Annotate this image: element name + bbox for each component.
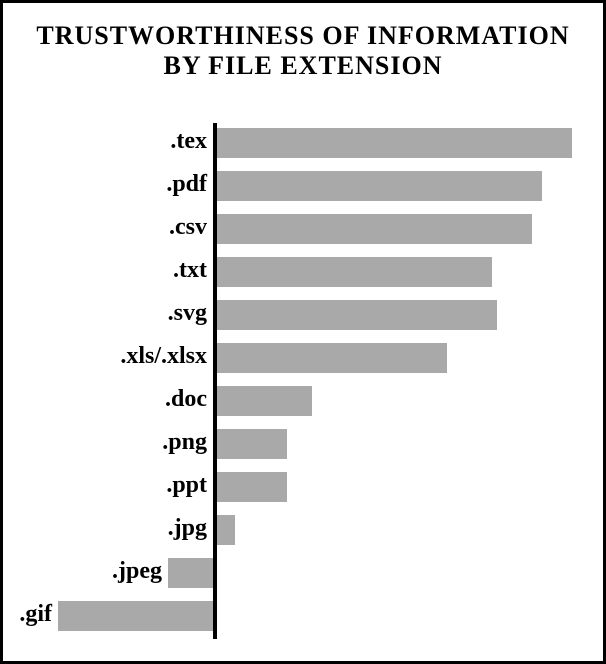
chart-title-line1: TRUSTWORTHINESS OF INFORMATION [3, 21, 603, 51]
category-label: .png [3, 429, 207, 456]
category-label: .xls/.xlsx [3, 343, 207, 370]
bar [217, 386, 312, 416]
bar [217, 257, 492, 287]
chart-row: .pdf [3, 166, 603, 206]
category-label: .pdf [3, 171, 207, 198]
category-label: .tex [3, 128, 207, 155]
chart-row: .jpg [3, 510, 603, 550]
chart-row: .svg [3, 295, 603, 335]
bar [217, 343, 447, 373]
chart-title-line2: BY FILE EXTENSION [3, 51, 603, 81]
chart-row: .txt [3, 252, 603, 292]
category-label: .jpg [3, 515, 207, 542]
category-label: .jpeg [3, 558, 162, 585]
chart-title: TRUSTWORTHINESS OF INFORMATION BY FILE E… [3, 21, 603, 81]
bar [168, 558, 213, 588]
chart-row: .ppt [3, 467, 603, 507]
chart-row: .gif [3, 596, 603, 636]
comic-frame: TRUSTWORTHINESS OF INFORMATION BY FILE E… [0, 0, 606, 664]
category-label: .ppt [3, 472, 207, 499]
chart-row: .xls/.xlsx [3, 338, 603, 378]
bar [217, 128, 572, 158]
chart-row: .csv [3, 209, 603, 249]
chart-row: .png [3, 424, 603, 464]
category-label: .doc [3, 386, 207, 413]
bar [217, 171, 542, 201]
bar-chart: .tex .pdf .csv .txt .svg .xls/.xlsx .doc .png .p… [3, 123, 603, 643]
chart-row: .tex [3, 123, 603, 163]
category-label: .svg [3, 300, 207, 327]
category-label: .txt [3, 257, 207, 284]
bar [217, 300, 497, 330]
category-label: .gif [3, 601, 52, 628]
category-label: .csv [3, 214, 207, 241]
bar [217, 472, 287, 502]
bar [217, 214, 532, 244]
bar [217, 515, 235, 545]
chart-row: .doc [3, 381, 603, 421]
bar [217, 429, 287, 459]
chart-row: .jpeg [3, 553, 603, 593]
bar [58, 601, 213, 631]
